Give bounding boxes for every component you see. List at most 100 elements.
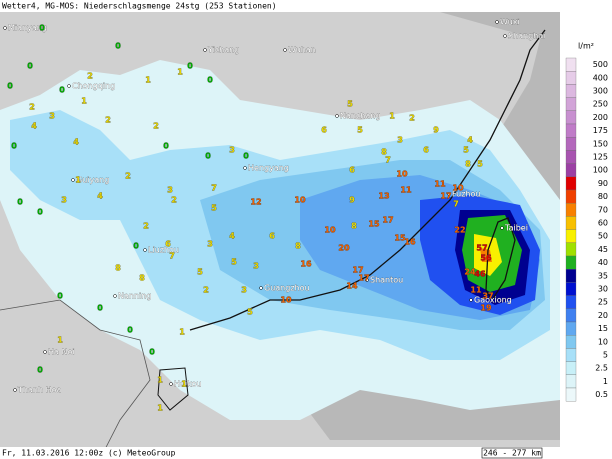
city-label: Wuhan <box>288 46 316 55</box>
station-value: 7 <box>211 184 217 193</box>
border <box>0 299 151 459</box>
city-dot <box>503 34 507 38</box>
station-value: 1 <box>181 380 187 389</box>
city-label: Nanning <box>118 292 151 301</box>
legend-swatch <box>565 348 577 362</box>
station-value: 11 <box>470 286 482 295</box>
station-value: 14 <box>346 282 358 291</box>
station-value: 8 <box>139 274 145 283</box>
city-dot <box>447 192 451 196</box>
legend-swatch <box>565 97 577 111</box>
city-dot <box>495 20 499 24</box>
station-value: 0 <box>59 86 65 95</box>
legend-label: 175 <box>593 126 608 135</box>
header-title: Wetter4, MG-MOS: Niederschlagsmenge 24st… <box>2 2 277 11</box>
legend-swatch <box>565 387 577 402</box>
station-value: 9 <box>433 126 439 135</box>
station-value: 17 <box>352 266 363 275</box>
station-value: 0 <box>243 152 249 161</box>
city-label: Gaoxiong <box>474 296 512 305</box>
legend-swatch <box>565 269 577 283</box>
station-value: 0 <box>127 326 133 335</box>
legend-label: 10 <box>598 337 608 346</box>
station-value: 4 <box>73 138 79 147</box>
legend-swatch <box>565 216 577 230</box>
taiwan-coast <box>485 217 516 302</box>
legend-label: 500 <box>593 60 608 69</box>
station-value: 16 <box>404 238 416 247</box>
legend-label: 100 <box>593 166 608 175</box>
coastline <box>189 29 546 331</box>
hainan-coast <box>157 367 189 411</box>
station-value: 3 <box>229 146 235 155</box>
legend-swatch <box>565 335 577 349</box>
station-value: 13 <box>378 192 389 201</box>
station-value: 8 <box>351 222 357 231</box>
station-value: 0 <box>207 76 213 85</box>
city-dot <box>469 298 473 302</box>
city-label: Chongqing <box>72 82 115 91</box>
station-value: 2 <box>105 116 111 125</box>
station-value: 4 <box>97 192 103 201</box>
station-value: 7 <box>385 156 391 165</box>
legend-swatch <box>565 308 577 323</box>
legend-label: 45 <box>598 245 608 254</box>
city-label: Yichang <box>207 46 239 55</box>
legend-swatch <box>565 137 577 151</box>
legend-swatch <box>565 189 577 204</box>
legend-label: 300 <box>593 87 608 96</box>
station-value: 6 <box>165 240 171 249</box>
city-label: Fuzhou <box>452 190 480 199</box>
legend-label: 40 <box>598 258 608 267</box>
station-value: 6 <box>423 146 429 155</box>
station-value: 1 <box>145 76 151 85</box>
station-value: 24 <box>464 268 476 277</box>
legend-swatch <box>565 295 577 309</box>
station-value: 5 <box>463 146 469 155</box>
station-value: 5 <box>477 160 483 169</box>
station-value: 8 <box>295 242 301 251</box>
station-value: 0 <box>57 292 63 301</box>
legend-swatch <box>565 242 577 257</box>
station-value: 5 <box>211 204 217 213</box>
station-value: 8 <box>115 264 121 273</box>
station-value: 8 <box>381 148 387 157</box>
station-value: 3 <box>241 286 247 295</box>
station-value: 0 <box>7 82 13 91</box>
city-label: Liuzhou <box>148 246 179 255</box>
legend-label: 250 <box>593 100 608 109</box>
footer-timestamp: Fr, 11.03.2016 12:00z (c) MeteoGroup <box>2 449 176 458</box>
station-value: 20 <box>338 244 350 253</box>
station-value: 1 <box>157 404 163 413</box>
station-value: 15 <box>368 220 380 229</box>
station-value: 10 <box>294 196 306 205</box>
legend-label: 80 <box>598 192 608 201</box>
station-value: 2 <box>29 103 35 112</box>
station-value: 0 <box>187 62 193 71</box>
station-value: 22 <box>454 226 465 235</box>
legend-label: 25 <box>598 298 608 307</box>
station-value: 0 <box>17 198 23 207</box>
station-value: 3 <box>253 262 259 271</box>
legend-label: 1 <box>603 377 608 386</box>
legend-swatch <box>565 282 577 296</box>
station-value: 2 <box>171 196 177 205</box>
legend-label: 15 <box>598 324 608 333</box>
station-value: 10 <box>396 170 408 179</box>
city-dot <box>365 278 369 282</box>
legend-label: 30 <box>598 285 608 294</box>
station-value: 4 <box>467 136 473 145</box>
station-value: 2 <box>203 286 209 295</box>
city-dot <box>71 178 75 182</box>
station-value: 2 <box>153 122 159 131</box>
city-dot <box>13 388 17 392</box>
station-value: 17 <box>382 216 393 225</box>
legend-swatch <box>565 84 577 98</box>
city-label: Shantou <box>370 276 403 285</box>
station-value: 7 <box>453 200 459 209</box>
legend-swatch <box>565 203 577 217</box>
city-dot <box>3 26 7 30</box>
station-value: 4 <box>229 232 235 241</box>
city-label: Guiyang <box>76 176 109 185</box>
city-dot <box>203 48 207 52</box>
